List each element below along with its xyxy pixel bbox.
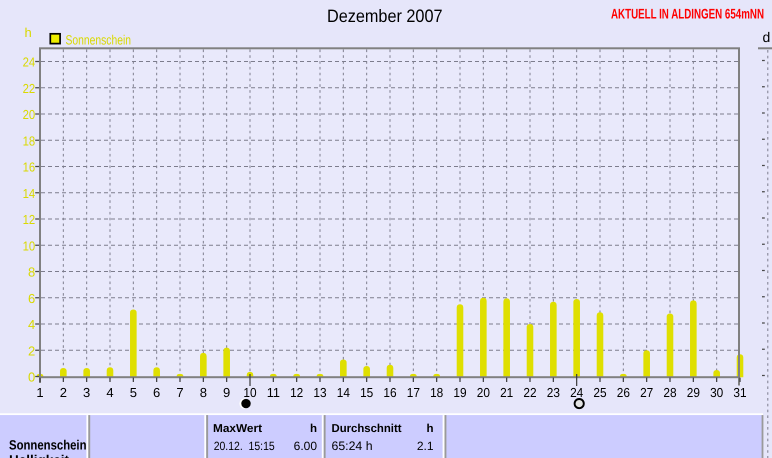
svg-text:28: 28 (663, 385, 676, 400)
svg-text:10: 10 (243, 385, 256, 400)
svg-text:25: 25 (593, 385, 606, 400)
svg-text:27: 27 (640, 385, 653, 400)
svg-text:20: 20 (23, 107, 36, 122)
svg-text:6: 6 (153, 385, 160, 400)
svg-text:4: 4 (106, 385, 113, 400)
svg-text:11: 11 (267, 385, 280, 400)
svg-text:21: 21 (500, 385, 513, 400)
svg-text:Sonnenschein: Sonnenschein (66, 33, 132, 48)
svg-text:14: 14 (23, 186, 36, 201)
svg-text:22: 22 (23, 81, 36, 96)
svg-text:20: 20 (477, 385, 490, 400)
svg-text:2: 2 (60, 385, 67, 400)
svg-text:65:24 h: 65:24 h (332, 439, 373, 453)
svg-text:12: 12 (23, 212, 36, 227)
svg-text:14: 14 (337, 385, 350, 400)
svg-text:9: 9 (223, 385, 230, 400)
svg-text:10: 10 (23, 238, 36, 253)
svg-text:12: 12 (290, 385, 303, 400)
svg-text:6.00: 6.00 (294, 439, 318, 453)
svg-text:24: 24 (23, 55, 36, 70)
svg-text:7: 7 (176, 385, 183, 400)
svg-text:h: h (25, 25, 32, 40)
svg-text:20.12. 15:15: 20.12. 15:15 (214, 439, 275, 453)
svg-text:30: 30 (710, 385, 723, 400)
svg-text:8: 8 (28, 265, 35, 280)
svg-text:6: 6 (28, 291, 35, 306)
svg-text:26: 26 (617, 385, 630, 400)
svg-text:3: 3 (83, 385, 90, 400)
svg-text:15: 15 (360, 385, 373, 400)
svg-text:AKTUELL IN ALDINGEN 654mNN: AKTUELL IN ALDINGEN 654mNN (611, 5, 764, 21)
svg-text:17: 17 (407, 385, 420, 400)
svg-text:Sonnenschein: Sonnenschein (9, 437, 87, 452)
svg-text:5: 5 (130, 385, 137, 400)
svg-text:18: 18 (430, 385, 443, 400)
svg-text:16: 16 (383, 385, 396, 400)
svg-text:18: 18 (23, 133, 36, 148)
svg-text:Helligkeit: Helligkeit (9, 453, 70, 458)
svg-text:h: h (426, 423, 433, 435)
svg-text:d: d (763, 29, 771, 45)
svg-text:8: 8 (200, 385, 207, 400)
svg-text:19: 19 (453, 385, 466, 400)
svg-text:MaxWert: MaxWert (213, 423, 262, 435)
svg-text:4: 4 (28, 317, 35, 332)
svg-text:23: 23 (547, 385, 560, 400)
svg-text:h: h (310, 423, 317, 435)
svg-text:Dezember 2007: Dezember 2007 (327, 6, 443, 26)
svg-text:1: 1 (36, 385, 43, 400)
svg-text:2.1: 2.1 (417, 439, 434, 453)
svg-text:2: 2 (28, 343, 35, 358)
svg-text:16: 16 (23, 160, 36, 175)
svg-text:29: 29 (687, 385, 700, 400)
svg-text:24: 24 (570, 385, 583, 400)
svg-text:22: 22 (523, 385, 536, 400)
svg-text:0: 0 (28, 370, 35, 385)
svg-text:Durchschnitt: Durchschnitt (332, 423, 402, 435)
svg-text:31: 31 (733, 385, 746, 400)
svg-text:13: 13 (313, 385, 326, 400)
